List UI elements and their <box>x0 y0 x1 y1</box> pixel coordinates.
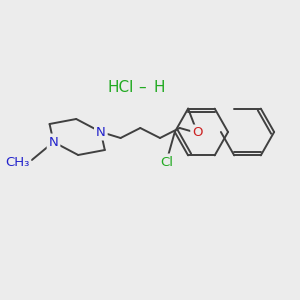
Text: H: H <box>153 80 165 94</box>
Text: N: N <box>96 125 106 139</box>
Text: HCl: HCl <box>107 80 134 94</box>
Text: Cl: Cl <box>160 155 173 169</box>
Text: N: N <box>49 136 58 148</box>
Text: O: O <box>192 127 203 140</box>
Text: CH₃: CH₃ <box>5 155 30 169</box>
Text: –: – <box>138 80 146 94</box>
